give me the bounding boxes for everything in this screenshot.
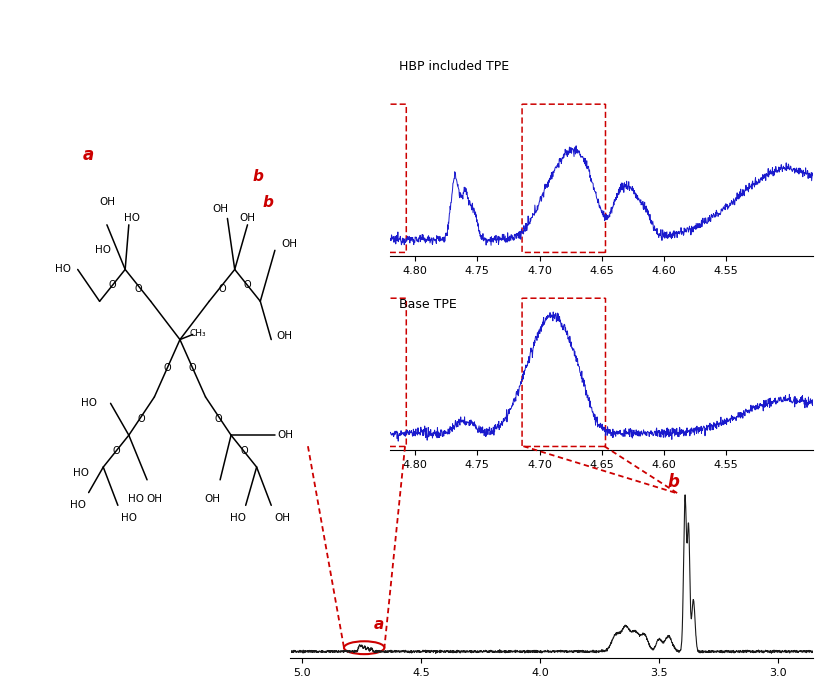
Text: O: O [218,283,226,294]
Text: a: a [374,617,383,632]
Text: a: a [83,146,95,164]
Text: O: O [244,281,251,290]
Text: OH: OH [276,331,292,342]
Text: b: b [667,473,679,491]
Text: OH: OH [205,494,221,504]
Text: O: O [134,283,142,294]
Text: HO: HO [81,398,96,408]
Text: OH: OH [240,213,256,223]
Text: HO: HO [128,494,144,504]
Text: HO: HO [121,513,137,523]
Text: O: O [112,446,120,456]
Text: CH₃: CH₃ [189,328,206,337]
Text: O: O [214,414,222,424]
Text: HO: HO [231,513,247,523]
Text: OH: OH [212,204,228,214]
Text: OH: OH [281,239,297,249]
Text: O: O [138,414,145,424]
Text: O: O [109,281,116,290]
Text: O: O [240,446,247,456]
Text: Base TPE: Base TPE [398,298,456,311]
Text: HBP included TPE: HBP included TPE [398,60,509,73]
Text: ppm: ppm [630,489,658,502]
Text: b: b [262,195,273,210]
Text: HO: HO [95,245,111,255]
Text: ppm: ppm [630,295,658,308]
Text: OH: OH [274,513,290,523]
Text: b: b [253,170,264,184]
Text: HO: HO [73,468,90,478]
Text: O: O [189,363,197,374]
Text: OH: OH [146,494,163,504]
Text: HO: HO [124,213,140,223]
Text: OH: OH [278,430,294,440]
Text: OH: OH [99,198,115,207]
Text: HO: HO [70,500,85,510]
Text: O: O [164,363,171,374]
Text: HO: HO [55,265,71,274]
